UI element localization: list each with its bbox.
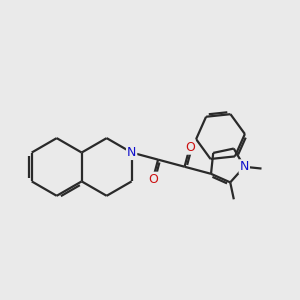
- Text: N: N: [240, 160, 249, 173]
- Text: O: O: [185, 141, 195, 154]
- Text: N: N: [127, 146, 136, 159]
- Text: O: O: [148, 172, 158, 186]
